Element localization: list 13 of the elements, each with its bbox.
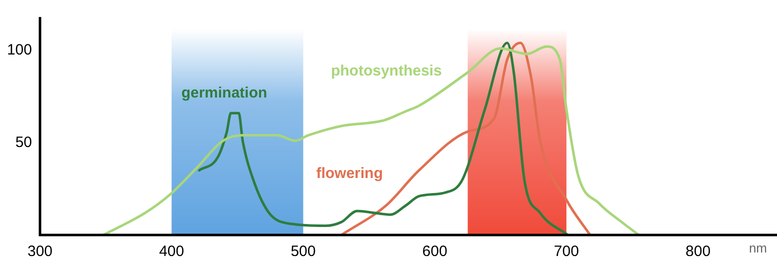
x-tick-label: 700 [554,243,579,260]
series-label: photosynthesis [330,62,442,80]
y-tick-label: 50 [15,134,32,151]
x-tick-label: 300 [27,243,53,260]
x-tick-label: 400 [159,243,184,260]
x-tick-label: 800 [686,243,711,260]
x-axis-title: nm [748,240,767,256]
x-tick-label: 500 [290,243,316,260]
x-tick-label: 600 [422,243,448,260]
series-label: flowering [316,165,383,182]
line-series [102,45,640,235]
series-label: germination [181,84,268,102]
y-tick-label: 100 [6,41,32,58]
